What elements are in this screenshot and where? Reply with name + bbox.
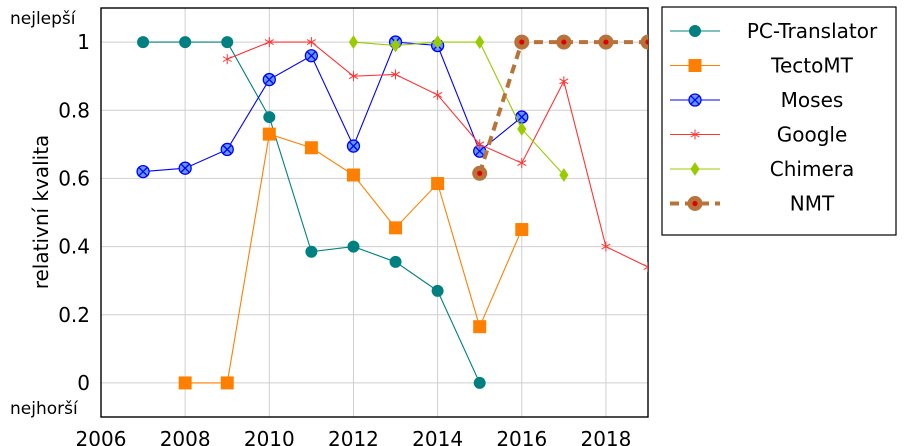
data-point (348, 35, 359, 49)
data-point (559, 168, 569, 182)
legend-entry: NMT (670, 192, 835, 216)
series-moses (136, 35, 529, 179)
data-point (137, 36, 150, 49)
data-point (222, 54, 232, 65)
x-tick-label: 2010 (244, 427, 295, 446)
y-tick-label: 0 (77, 371, 90, 395)
data-point (390, 38, 401, 53)
data-point (559, 76, 569, 87)
data-point (389, 255, 402, 268)
data-point (473, 320, 487, 334)
x-tick-label: 2012 (328, 427, 379, 446)
series-nmt (472, 34, 648, 181)
data-point (475, 35, 485, 49)
legend-label: Moses (781, 88, 844, 112)
series-layer (136, 34, 648, 390)
data-point (473, 376, 486, 389)
data-point (690, 162, 700, 176)
data-point (643, 262, 648, 273)
x-tick-label: 2006 (76, 427, 127, 446)
data-point (221, 36, 234, 49)
legend-entry: Moses (670, 88, 843, 112)
y-tick-label: 0.8 (58, 98, 90, 122)
y-bottom-label: nejhorší (10, 399, 79, 419)
data-point (346, 168, 360, 182)
data-point (433, 89, 443, 100)
data-point (688, 59, 702, 72)
series-google (222, 37, 648, 273)
data-point (601, 241, 611, 252)
x-tick-label: 2016 (496, 427, 547, 446)
legend-label: Chimera (770, 157, 854, 181)
data-point (514, 34, 530, 50)
data-point (689, 25, 701, 37)
legend-label: Google (777, 123, 848, 147)
data-point (390, 69, 401, 80)
x-tick-label: 2018 (580, 427, 631, 446)
plot-area (100, 7, 649, 418)
legend-label: PC-Translator (747, 19, 878, 43)
tick-labels: 2006 2008 2010 2012 2014 2016 2018 0 0.2 0.4 0.6 0.… (58, 30, 631, 446)
grid (100, 8, 648, 417)
legend-entry: Google (670, 123, 847, 147)
data-point (431, 177, 445, 191)
legend-box (661, 6, 897, 236)
legend: PC-Translator TectoMT Moses Google Chimera NM… (661, 6, 897, 236)
data-point (136, 164, 150, 179)
data-point (304, 49, 319, 63)
series-chimera (348, 35, 569, 182)
data-point (262, 127, 276, 141)
data-point (220, 376, 234, 390)
data-point (306, 37, 316, 48)
data-point (433, 35, 443, 49)
data-point (687, 196, 703, 211)
y-axis-title: relativní kvalita (29, 135, 53, 290)
x-tick-label: 2008 (160, 427, 211, 446)
data-point (264, 37, 274, 48)
data-point (475, 139, 485, 150)
data-point (178, 161, 192, 175)
legend-entry: Chimera (670, 157, 854, 181)
data-point (690, 129, 700, 140)
series-line (143, 41, 523, 173)
series-pc-translator (137, 36, 486, 389)
y-tick-label: 0.4 (58, 235, 90, 259)
legend-entry: PC-Translator (670, 19, 878, 43)
series-tectomt (178, 127, 529, 390)
y-top-label: nejlepší (10, 9, 77, 29)
data-point (472, 165, 488, 181)
data-point (305, 245, 318, 258)
x-tick-label: 2014 (412, 427, 463, 446)
data-point (304, 141, 318, 155)
data-point (431, 284, 444, 297)
y-tick-label: 0.2 (58, 303, 90, 327)
y-tick-label: 1 (77, 30, 90, 54)
data-point (263, 111, 276, 124)
data-point (688, 93, 702, 107)
data-point (640, 34, 648, 50)
data-point (517, 158, 527, 169)
legend-label: NMT (790, 192, 835, 216)
series-line (477, 40, 648, 174)
data-point (346, 139, 361, 153)
data-point (515, 223, 529, 237)
data-point (220, 142, 234, 157)
data-point (347, 240, 360, 253)
data-point (389, 221, 403, 235)
series-line (353, 41, 565, 176)
data-point (517, 122, 527, 136)
data-point (348, 71, 359, 82)
data-point (556, 34, 572, 50)
series-line (143, 41, 481, 384)
data-point (598, 34, 614, 50)
data-point (262, 72, 276, 87)
data-point (178, 376, 192, 390)
legend-entry: TectoMT (670, 54, 854, 78)
data-point (179, 36, 192, 49)
legend-label: TectoMT (770, 54, 853, 78)
y-tick-label: 0.6 (58, 166, 90, 190)
